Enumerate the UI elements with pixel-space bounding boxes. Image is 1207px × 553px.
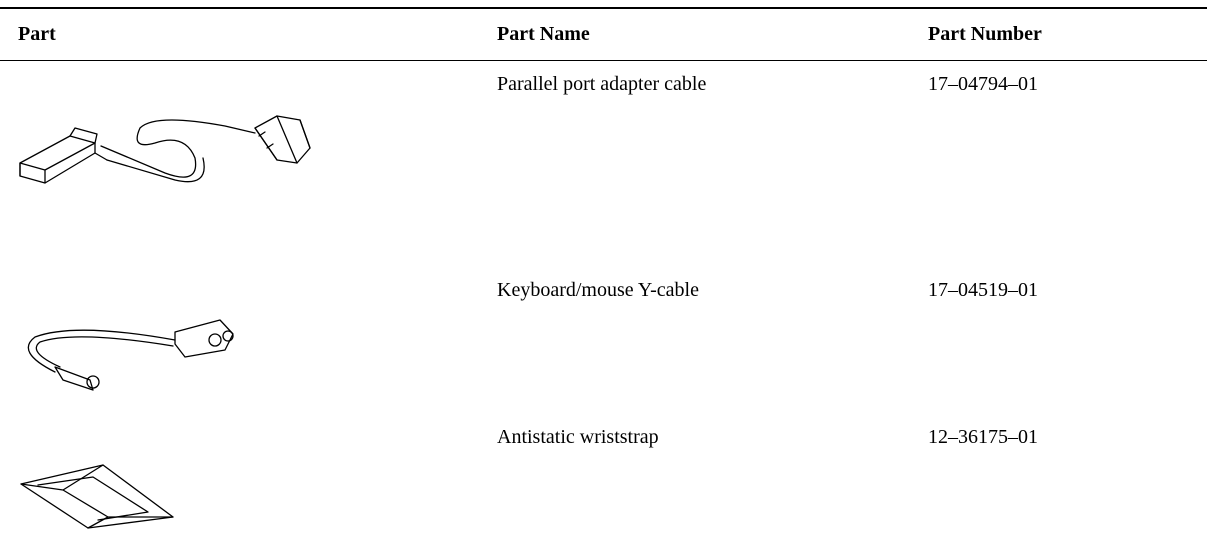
part-number: 17–04794–01 (928, 73, 1038, 95)
part-name: Antistatic wriststrap (497, 426, 659, 448)
top-rule (0, 7, 1207, 9)
wriststrap-illustration (20, 464, 174, 529)
header-part-number: Part Number (928, 23, 1042, 45)
part-name: Parallel port adapter cable (497, 73, 707, 95)
parallel-cable-illustration (19, 115, 311, 184)
part-number: 12–36175–01 (928, 426, 1038, 448)
y-cable-illustration (27, 319, 234, 391)
header-part: Part (18, 23, 56, 45)
part-name: Keyboard/mouse Y-cable (497, 279, 699, 301)
part-number: 17–04519–01 (928, 279, 1038, 301)
header-rule (0, 60, 1207, 61)
header-part-name: Part Name (497, 23, 590, 45)
